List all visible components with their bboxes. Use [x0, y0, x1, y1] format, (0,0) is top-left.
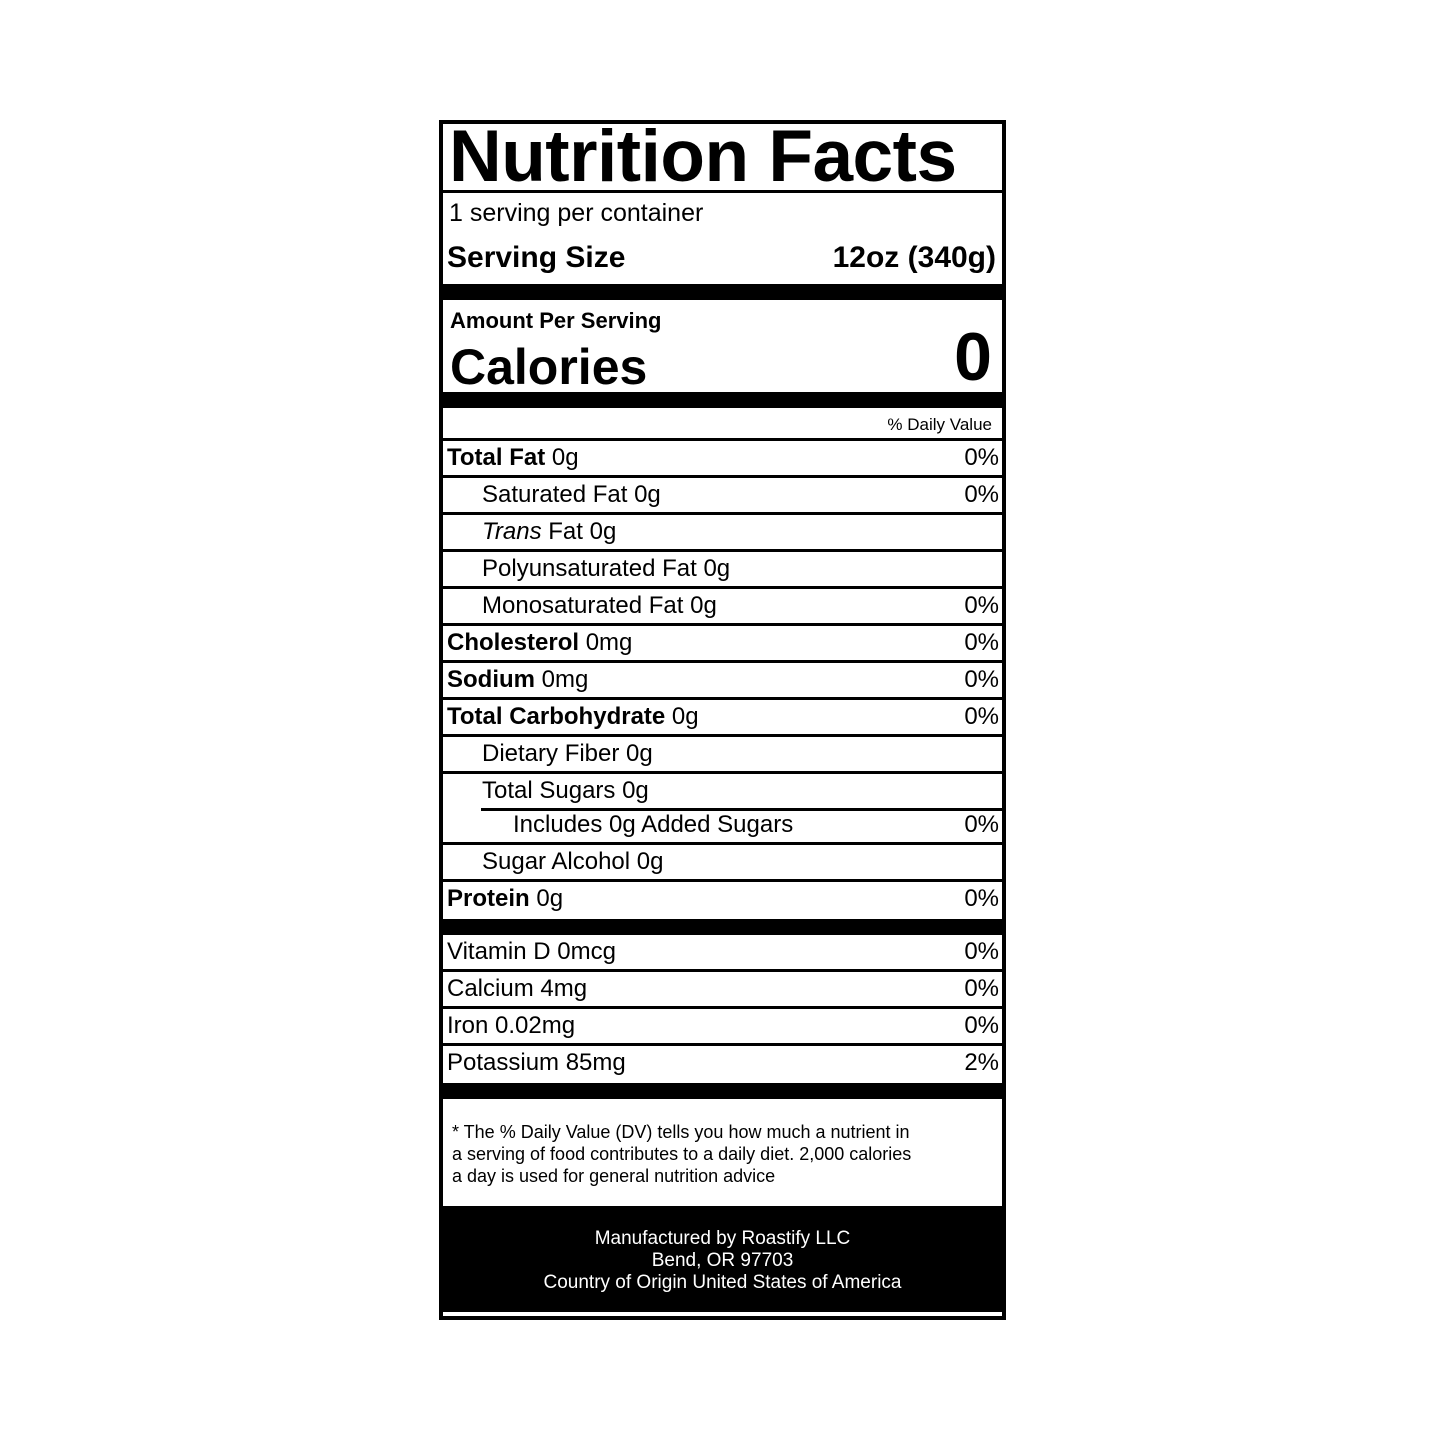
nutrient-row: Total Carbohydrate 0g 0%: [443, 700, 1002, 737]
serving-size-value: 12oz (340g): [832, 241, 996, 274]
nutrient-name: Saturated Fat 0g: [482, 481, 661, 508]
nutrient-dv: 0%: [964, 629, 999, 656]
nutrient-name: Cholesterol: [447, 629, 580, 656]
footnote-line: a day is used for general nutrition advi…: [452, 1166, 776, 1186]
nutrition-facts-label: Nutrition Facts 1 serving per container …: [439, 120, 1006, 1320]
vitamin-dv: 0%: [964, 938, 999, 965]
nutrient-amount: 0g: [551, 444, 579, 471]
nutrient-dv: 0%: [964, 481, 999, 508]
thick-divider: [443, 919, 1002, 935]
nutrient-row: Protein 0g 0%: [443, 882, 1002, 919]
nutrient-dv: 0%: [964, 885, 999, 912]
nutrient-amount: 0g: [671, 703, 699, 730]
nutrient-name: Fat 0g: [548, 518, 617, 545]
serving-size-label: Serving Size: [447, 241, 626, 274]
manufacturer-line: Manufactured by Roastify LLC: [594, 1228, 851, 1249]
vitamin-row: Calcium 4mg 0%: [443, 972, 1002, 1009]
thick-divider: [443, 1083, 1002, 1099]
nutrient-name: Dietary Fiber 0g: [482, 740, 653, 767]
nutrient-name: Total Carbohydrate: [447, 703, 666, 730]
calories-label: Calories: [450, 339, 648, 395]
nutrient-name: Total Fat: [447, 444, 546, 471]
manufacturer-info: Manufactured by Roastify LLC Bend, OR 97…: [443, 1206, 1002, 1312]
nutrient-name-italic: Trans: [482, 518, 542, 545]
calories-value: 0: [954, 319, 992, 395]
footnote: * The % Daily Value (DV) tells you how m…: [443, 1099, 1002, 1206]
vitamin-dv: 2%: [964, 1049, 999, 1076]
vitamin-dv: 0%: [964, 975, 999, 1002]
nutrient-name: Polyunsaturated Fat 0g: [482, 555, 731, 582]
nutrient-row: Trans Fat 0g: [443, 515, 1002, 552]
nutrient-amount: 0mg: [541, 666, 589, 693]
nutrient-amount: 0mg: [585, 629, 633, 656]
nutrient-row: Cholesterol 0mg 0%: [443, 626, 1002, 663]
nutrient-row: Total Sugars 0g: [443, 774, 1002, 811]
nutrient-row: Saturated Fat 0g 0%: [443, 478, 1002, 515]
footnote-line: * The % Daily Value (DV) tells you how m…: [452, 1122, 910, 1142]
nutrient-row: Includes 0g Added Sugars 0%: [443, 808, 1002, 845]
nutrient-row: Dietary Fiber 0g: [443, 737, 1002, 774]
nutrient-dv: 0%: [964, 703, 999, 730]
nutrient-name: Includes 0g Added Sugars: [513, 811, 794, 838]
manufacturer-line: Country of Origin United States of Ameri…: [543, 1272, 902, 1293]
nutrient-row: Polyunsaturated Fat 0g: [443, 552, 1002, 589]
nutrient-name: Sugar Alcohol 0g: [482, 848, 664, 875]
vitamin-row: Iron 0.02mg 0%: [443, 1009, 1002, 1046]
vitamin-name: Vitamin D 0mcg: [447, 938, 616, 965]
vitamin-name: Potassium 85mg: [447, 1049, 626, 1076]
nutrient-row: Sugar Alcohol 0g: [443, 845, 1002, 882]
vitamin-dv: 0%: [964, 1012, 999, 1039]
vitamin-row: Potassium 85mg 2%: [443, 1046, 1002, 1083]
nutrient-dv: 0%: [964, 811, 999, 838]
vitamin-row: Vitamin D 0mcg 0%: [443, 935, 1002, 972]
servings-per-container: 1 serving per container: [449, 199, 704, 227]
thick-divider: [443, 392, 1002, 408]
vitamin-name: Iron 0.02mg: [447, 1012, 576, 1039]
calories-section: Amount Per Serving Calories 0: [443, 300, 1002, 395]
nutrient-amount: 0g: [536, 885, 564, 912]
footnote-line: a serving of food contributes to a daily…: [452, 1144, 912, 1164]
thick-divider: [443, 284, 1002, 300]
serving-info: 1 serving per container Serving Size 12o…: [443, 193, 1002, 284]
nutrient-name: Monosaturated Fat 0g: [482, 592, 717, 619]
manufacturer-line: Bend, OR 97703: [651, 1250, 794, 1271]
nutrient-row: Total Fat 0g 0%: [443, 441, 1002, 478]
nutrient-name: Protein: [447, 885, 530, 912]
nutrient-dv: 0%: [964, 592, 999, 619]
nutrient-name: Total Sugars 0g: [482, 777, 649, 804]
nutrient-row: Sodium 0mg 0%: [443, 663, 1002, 700]
daily-value-header: % Daily Value: [443, 408, 1002, 441]
nutrient-name: Sodium: [447, 666, 535, 693]
nutrient-dv: 0%: [964, 666, 999, 693]
vitamin-name: Calcium 4mg: [447, 975, 588, 1002]
label-title: Nutrition Facts: [443, 124, 1002, 193]
amount-per-serving: Amount Per Serving: [450, 308, 662, 333]
nutrient-row: Monosaturated Fat 0g 0%: [443, 589, 1002, 626]
nutrient-dv: 0%: [964, 444, 999, 471]
